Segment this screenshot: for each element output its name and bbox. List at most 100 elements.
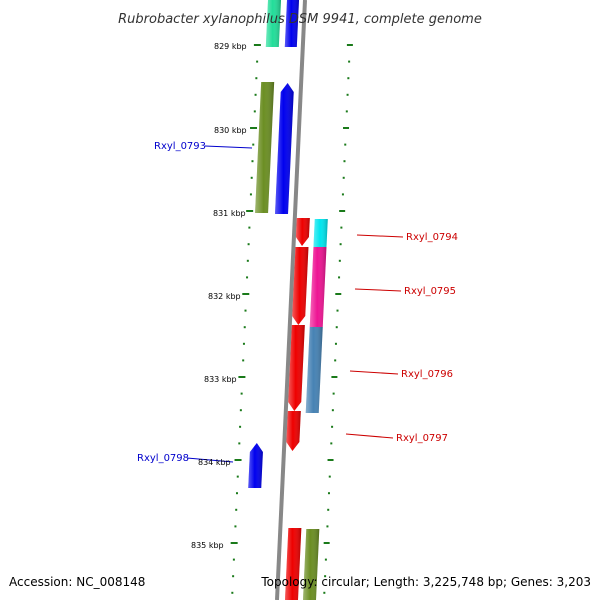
tick-mark [345,110,348,113]
cog-block-9-shading [305,327,323,413]
tick-mark [234,525,237,528]
tick-mark [339,243,342,246]
tick-mark [234,459,242,461]
gene-label-rxyl-0794[interactable]: Rxyl_0794 [406,232,458,243]
tick-mark [348,60,351,63]
gene-labels: Rxyl_0793 Rxyl_0794 Rxyl_0795 Rxyl_0796 … [137,141,458,464]
gene-label-line [356,234,404,238]
tick-mark [331,425,334,428]
tick-mark [251,160,254,163]
gene-label-line [354,288,402,292]
gene-label-rxyl-0796[interactable]: Rxyl_0796 [401,369,453,380]
tick-mark [323,591,326,594]
tick-mark [331,409,334,412]
tick-mark [253,110,256,113]
gene-label-lines [186,145,404,463]
tick-mark [338,276,341,279]
gene-arrow-12-shading [285,528,302,600]
tick-mark [347,77,350,80]
tick-mark [324,575,327,578]
tick-mark [246,210,254,212]
gene-arrow-10-shading [286,411,301,451]
kbp-labels: 829 kbp 830 kbp 831 kbp 832 kbp 833 kbp … [191,42,247,550]
kbp-label: 829 kbp [214,42,247,51]
genome-backbone [275,0,307,600]
gene-features [248,0,328,600]
gene-arrow-1-shading [284,0,299,47]
gene-arrow-4-shading [295,218,310,246]
tick-mark [327,459,334,461]
tick-mark [249,193,252,196]
tick-mark [246,276,249,279]
topology-text: Topology: circular; Length: 3,225,748 bp… [260,575,591,589]
kbp-label: 831 kbp [213,209,246,218]
tick-mark [247,243,250,246]
cog-block-2-shading [255,82,275,213]
gene-label-line [349,370,399,375]
tick-mark [343,127,350,129]
tick-mark [335,293,342,295]
tick-mark [330,442,333,445]
tick-mark [256,60,259,63]
gene-label-line [345,433,394,439]
tick-mark [344,143,347,146]
tick-mark [250,127,258,129]
tick-mark [336,309,339,312]
gene-arrow-8-shading [288,325,305,411]
tick-mark [243,326,246,329]
tick-mark [248,226,251,229]
tick-mark [332,392,335,395]
tick-mark [338,259,341,262]
tick-mark [327,508,330,511]
tick-mark [335,326,338,329]
tick-mark [331,376,338,378]
tick-marks [230,44,353,594]
gene-arrow-6-shading [292,247,309,325]
kbp-label: 835 kbp [191,541,224,550]
tick-mark [235,492,238,495]
cog-block-0-shading [265,0,281,47]
tick-mark [326,525,329,528]
tick-mark [238,442,241,445]
tick-mark [252,143,255,146]
gene-label-line [204,145,253,149]
tick-mark [254,93,257,96]
gene-label-rxyl-0798[interactable]: Rxyl_0798 [137,453,189,464]
gene-label-rxyl-0793[interactable]: Rxyl_0793 [154,141,206,152]
gene-label-rxyl-0797[interactable]: Rxyl_0797 [396,433,448,444]
cog-block-5-shading [313,219,328,247]
tick-mark [328,475,331,478]
tick-mark [232,575,235,578]
tick-mark [324,558,327,561]
tick-mark [339,210,346,212]
tick-mark [230,542,238,544]
tick-mark [323,542,330,544]
tick-mark [334,342,337,345]
tick-mark [246,259,249,262]
tick-mark [239,409,242,412]
accession-text: Accession: NC_008148 [9,575,145,589]
tick-mark [346,93,349,96]
tick-mark [343,160,346,163]
gene-label-rxyl-0795[interactable]: Rxyl_0795 [404,286,456,297]
tick-mark [346,44,353,46]
cog-block-7-shading [309,247,327,327]
tick-mark [242,359,245,362]
tick-mark [250,176,253,179]
gene-arrow-11-shading [248,443,263,488]
tick-mark [327,492,330,495]
tick-mark [240,392,243,395]
gene-arrow-3-shading [275,83,294,214]
tick-mark [334,359,337,362]
map-title: Rubrobacter xylanophilus DSM 9941, compl… [118,12,482,27]
tick-mark [340,226,343,229]
kbp-label: 830 kbp [214,126,247,135]
tick-mark [244,309,247,312]
tick-mark [235,508,238,511]
kbp-label: 834 kbp [198,458,231,467]
tick-mark [342,176,345,179]
tick-mark [238,376,246,378]
gene-label-line [186,457,234,463]
kbp-label: 833 kbp [204,375,237,384]
